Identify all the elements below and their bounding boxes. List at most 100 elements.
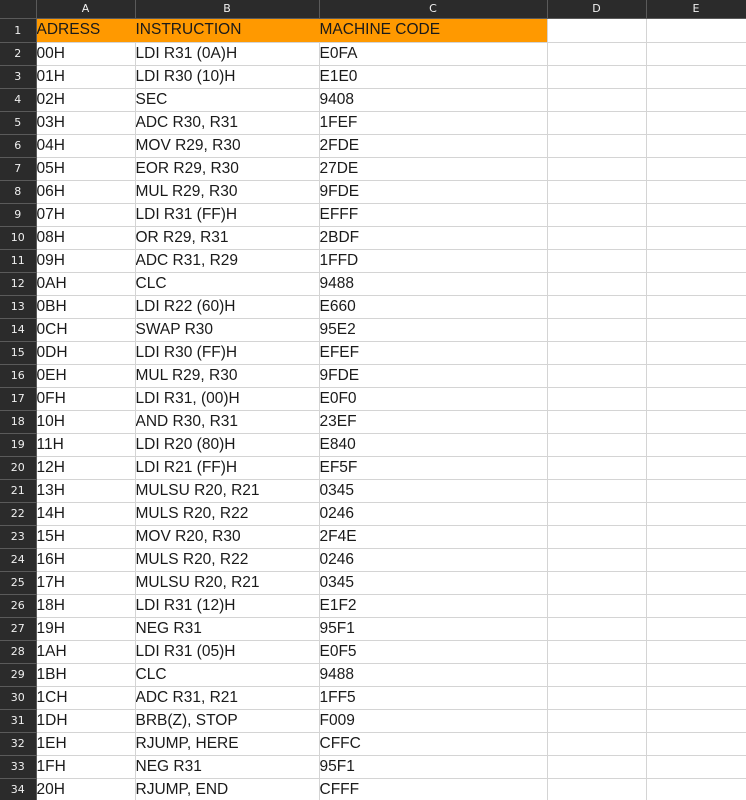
column-header-c[interactable]: C — [319, 0, 548, 19]
cell-e[interactable] — [646, 295, 746, 319]
row-header[interactable]: 29 — [0, 663, 37, 687]
cell-d[interactable] — [547, 387, 647, 411]
row-header[interactable]: 28 — [0, 640, 37, 664]
cell-e[interactable] — [646, 755, 746, 779]
cell-e[interactable] — [646, 479, 746, 503]
cell-machine-code[interactable]: 1FEF — [319, 111, 548, 135]
cell-address[interactable]: 07H — [36, 203, 136, 227]
row-header[interactable]: 27 — [0, 617, 37, 641]
cell-d1[interactable] — [547, 18, 647, 43]
row-header[interactable]: 9 — [0, 203, 37, 227]
cell-e[interactable] — [646, 433, 746, 457]
cell-machine-code[interactable]: 0246 — [319, 502, 548, 526]
cell-instruction[interactable]: MOV R29, R30 — [135, 134, 320, 158]
cell-d[interactable] — [547, 203, 647, 227]
cell-address[interactable]: 15H — [36, 525, 136, 549]
cell-machine-code[interactable]: 9FDE — [319, 364, 548, 388]
cell-instruction[interactable]: LDI R31, (00)H — [135, 387, 320, 411]
cell-d[interactable] — [547, 318, 647, 342]
cell-instruction[interactable]: NEG R31 — [135, 617, 320, 641]
cell-e[interactable] — [646, 111, 746, 135]
cell-machine-code[interactable]: E0FA — [319, 42, 548, 66]
cell-address[interactable]: 06H — [36, 180, 136, 204]
cell-address[interactable]: 02H — [36, 88, 136, 112]
cell-machine-code[interactable]: 0345 — [319, 571, 548, 595]
cell-instruction[interactable]: MUL R29, R30 — [135, 180, 320, 204]
row-header[interactable]: 30 — [0, 686, 37, 710]
cell-address[interactable]: 0EH — [36, 364, 136, 388]
cell-instruction[interactable]: LDI R30 (FF)H — [135, 341, 320, 365]
cell-machine-code[interactable]: E1E0 — [319, 65, 548, 89]
cell-d[interactable] — [547, 778, 647, 800]
cell-e[interactable] — [646, 525, 746, 549]
cell-instruction[interactable]: OR R29, R31 — [135, 226, 320, 250]
cell-d[interactable] — [547, 364, 647, 388]
row-header[interactable]: 24 — [0, 548, 37, 572]
cell-address[interactable]: 17H — [36, 571, 136, 595]
cell-d[interactable] — [547, 617, 647, 641]
cell-address[interactable]: 1DH — [36, 709, 136, 733]
cell-machine-code[interactable]: 2F4E — [319, 525, 548, 549]
cell-e[interactable] — [646, 709, 746, 733]
row-header[interactable]: 26 — [0, 594, 37, 618]
cell-d[interactable] — [547, 571, 647, 595]
column-header-a[interactable]: A — [36, 0, 136, 19]
cell-e[interactable] — [646, 387, 746, 411]
cell-instruction[interactable]: LDI R20 (80)H — [135, 433, 320, 457]
cell-machine-code[interactable]: 23EF — [319, 410, 548, 434]
cell-d[interactable] — [547, 157, 647, 181]
cell-address[interactable]: 10H — [36, 410, 136, 434]
cell-e[interactable] — [646, 88, 746, 112]
cell-machine-code[interactable]: E660 — [319, 295, 548, 319]
cell-d[interactable] — [547, 65, 647, 89]
cell-d[interactable] — [547, 594, 647, 618]
cell-d[interactable] — [547, 686, 647, 710]
cell-instruction[interactable]: NEG R31 — [135, 755, 320, 779]
cell-d[interactable] — [547, 295, 647, 319]
row-header[interactable]: 34 — [0, 778, 37, 800]
cell-address[interactable]: 1EH — [36, 732, 136, 756]
cell-address[interactable]: 16H — [36, 548, 136, 572]
row-header[interactable]: 11 — [0, 249, 37, 273]
row-header[interactable]: 18 — [0, 410, 37, 434]
cell-instruction[interactable]: SEC — [135, 88, 320, 112]
cell-machine-code[interactable]: F009 — [319, 709, 548, 733]
cell-e[interactable] — [646, 686, 746, 710]
select-all-corner[interactable] — [0, 0, 37, 19]
cell-instruction[interactable]: MULS R20, R22 — [135, 502, 320, 526]
cell-instruction[interactable]: MULS R20, R22 — [135, 548, 320, 572]
cell-e[interactable] — [646, 410, 746, 434]
row-header[interactable]: 23 — [0, 525, 37, 549]
cell-d[interactable] — [547, 456, 647, 480]
cell-b1-instruction-header[interactable]: INSTRUCTION — [135, 18, 320, 43]
cell-address[interactable]: 0CH — [36, 318, 136, 342]
row-header[interactable]: 13 — [0, 295, 37, 319]
cell-machine-code[interactable]: E1F2 — [319, 594, 548, 618]
cell-machine-code[interactable]: EFEF — [319, 341, 548, 365]
cell-instruction[interactable]: LDI R22 (60)H — [135, 295, 320, 319]
cell-machine-code[interactable]: CFFF — [319, 778, 548, 800]
cell-instruction[interactable]: LDI R31 (12)H — [135, 594, 320, 618]
cell-d[interactable] — [547, 479, 647, 503]
cell-machine-code[interactable]: 0345 — [319, 479, 548, 503]
cell-e[interactable] — [646, 732, 746, 756]
row-header[interactable]: 19 — [0, 433, 37, 457]
row-header[interactable]: 6 — [0, 134, 37, 158]
cell-d[interactable] — [547, 88, 647, 112]
cell-e[interactable] — [646, 42, 746, 66]
cell-machine-code[interactable]: 2BDF — [319, 226, 548, 250]
cell-e[interactable] — [646, 134, 746, 158]
cell-d[interactable] — [547, 640, 647, 664]
cell-d[interactable] — [547, 502, 647, 526]
cell-machine-code[interactable]: 9FDE — [319, 180, 548, 204]
cell-machine-code[interactable]: E0F5 — [319, 640, 548, 664]
cell-d[interactable] — [547, 663, 647, 687]
cell-instruction[interactable]: RJUMP, END — [135, 778, 320, 800]
cell-e[interactable] — [646, 617, 746, 641]
row-header[interactable]: 14 — [0, 318, 37, 342]
row-header[interactable]: 12 — [0, 272, 37, 296]
cell-machine-code[interactable]: 2FDE — [319, 134, 548, 158]
cell-d[interactable] — [547, 111, 647, 135]
cell-e[interactable] — [646, 778, 746, 800]
